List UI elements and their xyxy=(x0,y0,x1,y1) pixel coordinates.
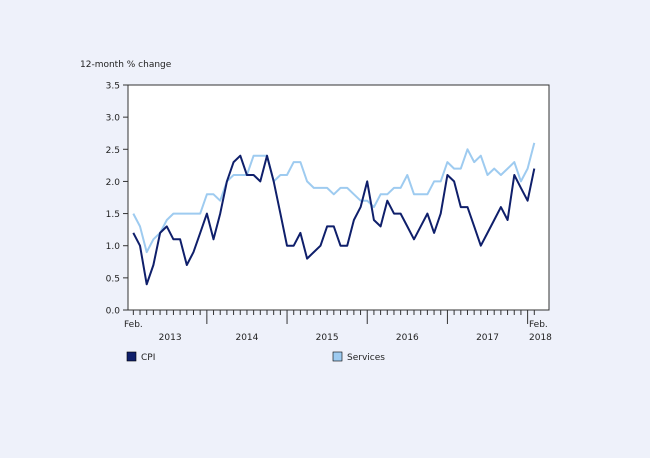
y-tick-label: 0.0 xyxy=(106,307,121,317)
y-axis: 0.0 0.5 1.0 1.5 2.0 2.5 3.0 3.5 xyxy=(106,82,128,317)
y-tick-label: 2.0 xyxy=(106,178,121,188)
y-tick-label: 2.5 xyxy=(106,146,120,156)
x-axis: 2013 2014 2015 2016 2017 xyxy=(132,310,535,343)
y-tick-label: 1.0 xyxy=(106,242,121,252)
plot-area xyxy=(127,84,550,311)
y-tick-label: 0.5 xyxy=(106,274,120,284)
x-year-label: 2015 xyxy=(316,333,339,343)
x-end-label-month: Feb. xyxy=(529,320,548,330)
x-start-label: Feb. xyxy=(124,320,143,330)
series-lines xyxy=(132,142,536,286)
y-tick-label: 1.5 xyxy=(106,210,120,220)
y-tick-label: 3.0 xyxy=(106,114,121,124)
x-end-label-year: 2018 xyxy=(529,333,552,343)
x-year-label: 2014 xyxy=(235,333,258,343)
legend-cpi-label: CPI xyxy=(141,353,155,363)
x-year-label: 2017 xyxy=(476,333,499,343)
legend-services-label: Services xyxy=(347,353,385,363)
legend-cpi-swatch xyxy=(126,351,137,362)
legend-services-swatch xyxy=(332,351,343,362)
y-axis-title: 12-month % change xyxy=(80,60,172,70)
x-year-label: 2013 xyxy=(159,333,182,343)
legend: CPI Services xyxy=(126,351,385,363)
series-line-cpi xyxy=(132,154,536,286)
x-year-label: 2016 xyxy=(396,333,419,343)
series-line-services xyxy=(132,142,536,254)
y-tick-label: 3.5 xyxy=(106,82,120,92)
